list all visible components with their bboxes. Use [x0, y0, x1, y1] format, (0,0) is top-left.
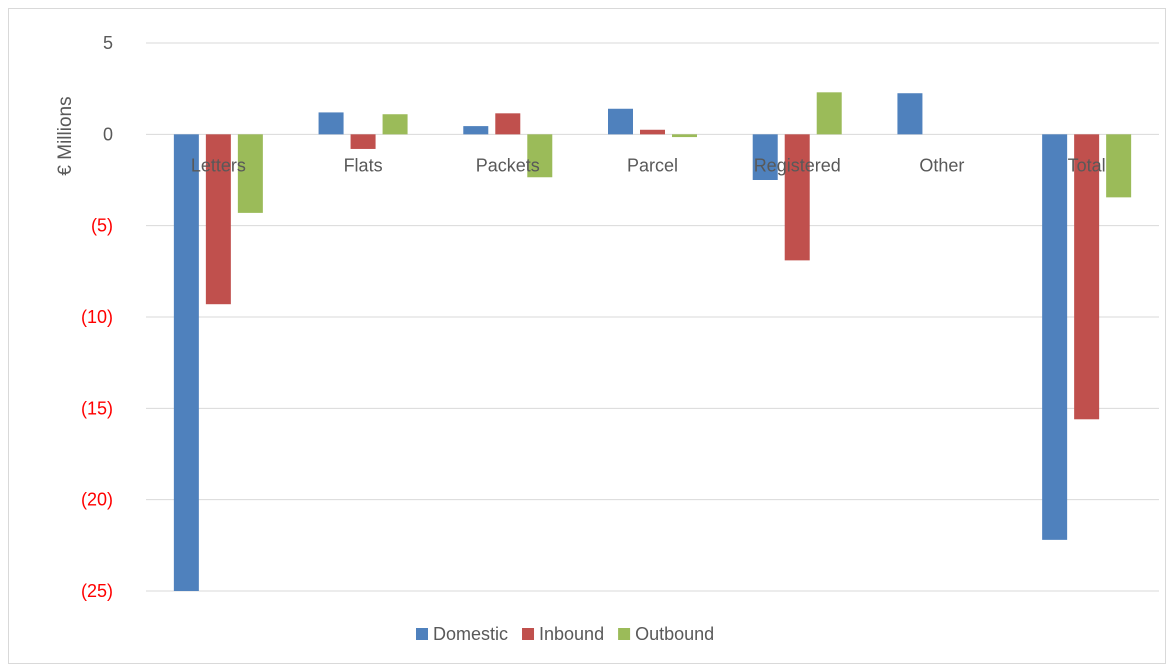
- legend-swatch: [522, 628, 535, 640]
- bar-outbound-total: [1106, 134, 1132, 198]
- y-tick-labels: 5 0 (5) (10) (15) (20) (25): [81, 33, 113, 601]
- y-tick-label: 0: [103, 124, 113, 144]
- bar-outbound-letters: [237, 134, 263, 213]
- y-tick-label: (15): [81, 398, 113, 418]
- category-labels: Letters Flats Packets Parcel Registered Other…: [191, 155, 1106, 175]
- bar-inbound-packets: [495, 113, 521, 135]
- category-label: Letters: [191, 155, 246, 175]
- bar-chart: 5 0 (5) (10) (15) (20) (25) Letters Flats Packet…: [55, 33, 1159, 644]
- category-label: Total: [1068, 155, 1106, 175]
- y-axis-label-group: € Millions: [55, 96, 76, 175]
- bar-inbound-letters: [205, 134, 231, 305]
- category-label: Packets: [476, 155, 540, 175]
- legend-swatch: [416, 628, 428, 640]
- bars: [173, 92, 1132, 591]
- category-label: Parcel: [627, 155, 678, 175]
- bar-outbound-packets: [527, 134, 553, 178]
- legend-label: Outbound: [635, 624, 714, 644]
- legend-item-outbound: Outbound: [618, 624, 714, 644]
- bar-domestic-packets: [463, 126, 489, 135]
- legend-swatch: [618, 628, 631, 640]
- bar-domestic-registered: [752, 134, 778, 180]
- y-axis-label: € Millions: [55, 96, 76, 175]
- bar-inbound-parcel: [640, 129, 665, 135]
- legend: Domestic Inbound Outbound: [416, 624, 714, 644]
- legend-label: Domestic: [433, 624, 508, 644]
- bar-outbound-flats: [382, 114, 408, 135]
- bar-inbound-registered: [784, 134, 810, 261]
- category-label: Registered: [754, 155, 841, 175]
- gridlines: [146, 42, 1159, 592]
- category-label: Flats: [344, 155, 383, 175]
- bar-inbound-total: [1074, 134, 1100, 420]
- bar-domestic-parcel: [608, 108, 633, 135]
- y-tick-label: (20): [81, 490, 113, 510]
- category-label: Other: [919, 155, 964, 175]
- bar-outbound-registered: [816, 92, 842, 135]
- bar-domestic-other: [897, 93, 923, 135]
- y-tick-label: (25): [81, 581, 113, 601]
- legend-label: Inbound: [539, 624, 604, 644]
- y-tick-label: (10): [81, 307, 113, 327]
- bar-inbound-flats: [350, 134, 376, 149]
- bar-domestic-letters: [173, 134, 199, 591]
- y-tick-label: (5): [91, 216, 113, 236]
- bar-domestic-total: [1042, 134, 1068, 540]
- chart-frame: 5 0 (5) (10) (15) (20) (25) Letters Flats Packet…: [8, 8, 1166, 664]
- bar-domestic-flats: [318, 112, 344, 135]
- bar-outbound-parcel: [672, 134, 697, 138]
- legend-item-inbound: Inbound: [522, 624, 604, 644]
- y-tick-label: 5: [103, 33, 113, 53]
- legend-item-domestic: Domestic: [416, 624, 508, 644]
